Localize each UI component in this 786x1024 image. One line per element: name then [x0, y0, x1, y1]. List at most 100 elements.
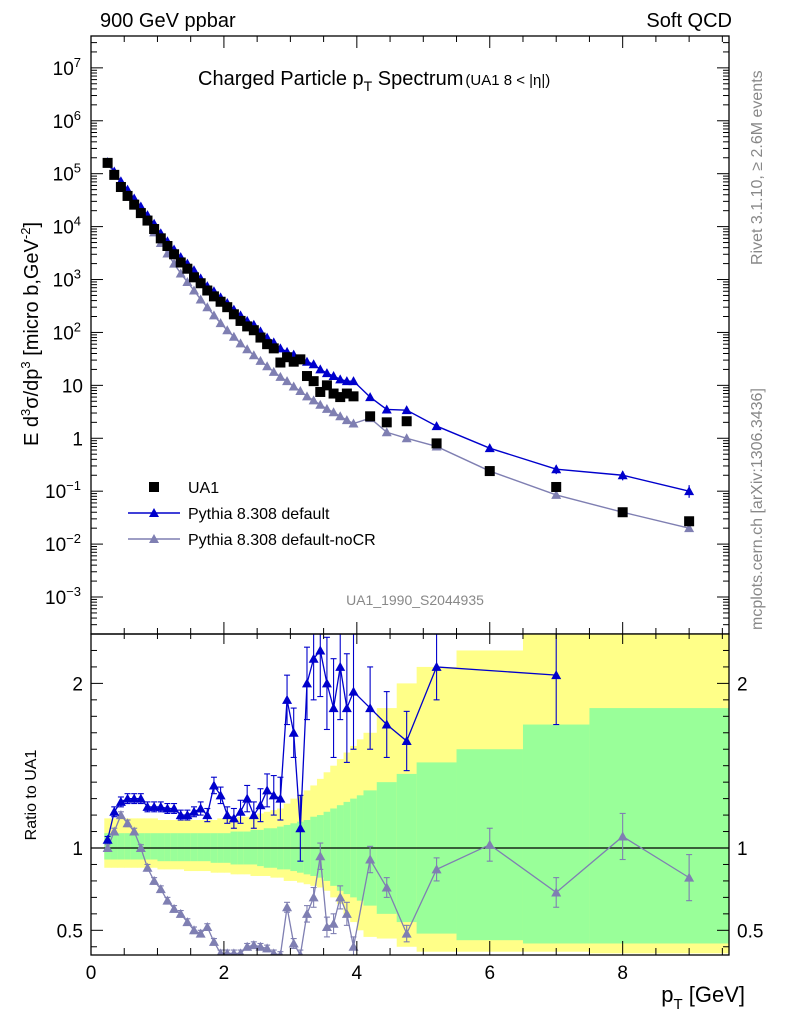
ratio-nocr-point	[401, 928, 412, 938]
nocr-point	[268, 366, 279, 376]
nocr-point	[175, 268, 186, 278]
data-point	[142, 215, 153, 226]
ratio-default-point	[348, 686, 359, 696]
x-tick-label: 8	[617, 963, 628, 984]
default-point	[341, 376, 352, 386]
y-tick-label: 103	[53, 267, 81, 292]
ratio-default-point	[135, 793, 146, 803]
ratio-default-point	[129, 793, 140, 803]
data-point	[162, 241, 173, 252]
ratio-default-point	[365, 703, 376, 713]
data-point	[115, 182, 126, 193]
x-tick-label: 4	[352, 963, 363, 984]
nocr-point	[401, 433, 412, 443]
data-point	[295, 354, 306, 365]
default-point	[617, 470, 628, 480]
ratio-default-point	[275, 793, 286, 803]
default-point	[551, 464, 562, 474]
ratio-nocr-point	[328, 918, 339, 928]
ratio-nocr-point	[169, 903, 180, 913]
data-point	[129, 199, 140, 210]
ratio-default-point	[195, 803, 206, 813]
uncertainty-band-green	[197, 833, 205, 862]
legend-label: Pythia 8.308 default	[188, 506, 330, 523]
uncertainty-band-green	[170, 833, 178, 862]
data-point	[242, 321, 253, 332]
ratio-plot-area	[91, 634, 729, 955]
ratio-nocr-point	[270, 948, 278, 955]
data-point	[431, 438, 442, 449]
ratio-default-point	[328, 703, 339, 713]
ratio-default-point	[228, 813, 239, 823]
uncertainty-band-green	[330, 808, 338, 886]
ratio-default-point	[341, 703, 352, 713]
data-point	[182, 263, 193, 274]
nocr-point	[348, 418, 359, 428]
default-point	[684, 486, 695, 496]
ratio-default-point	[401, 736, 412, 745]
watermark: UA1_1990_S2044935	[346, 592, 484, 608]
ratio-default-point	[235, 806, 246, 816]
ratio-default-point	[335, 661, 346, 671]
top-plot-area	[102, 157, 695, 533]
uncertainty-band-green	[157, 833, 165, 862]
chart-title: Charged Particle pT Spectrum (UA1 8 < |η|…	[198, 68, 550, 94]
ratio-frame	[90, 633, 730, 956]
ratio-y-tick-label: 0.5	[57, 921, 83, 942]
ratio-nocr-point	[288, 938, 299, 948]
data-point	[684, 516, 695, 527]
nocr-point	[308, 395, 319, 405]
nocr-point	[202, 302, 213, 312]
data-point	[275, 357, 286, 368]
legend-marker	[149, 508, 159, 517]
uncertainty-band-green	[303, 820, 311, 875]
nocr-point	[301, 391, 312, 401]
data-point	[202, 285, 213, 296]
default-point	[335, 374, 346, 384]
ratio-nocr-point	[115, 810, 126, 820]
uncertainty-band-green	[117, 833, 125, 860]
main-panel: Charged Particle pT Spectrum (UA1 8 < |η|…	[18, 35, 730, 635]
legend-label: UA1	[188, 480, 219, 497]
data-point	[262, 339, 273, 350]
ratio-nocr-point	[297, 950, 304, 955]
data-point	[341, 388, 352, 399]
ratio-nocr-point	[255, 941, 266, 951]
ratio-nocr-point	[208, 936, 219, 946]
ratio-default-point	[202, 810, 213, 820]
data-point	[235, 315, 246, 326]
ratio-default-point	[262, 785, 273, 795]
data-point	[109, 169, 120, 180]
ratio-default-point	[551, 670, 562, 680]
ratio-nocr-point	[348, 941, 359, 951]
default-point	[328, 371, 339, 381]
nocr-point	[288, 381, 299, 391]
nocr-point	[315, 399, 326, 409]
ratio-nocr-point	[617, 831, 628, 841]
ratio-default-point	[169, 803, 180, 813]
x-tick-label: 2	[219, 963, 230, 984]
data-point	[222, 302, 233, 313]
ratio-default-point	[208, 780, 219, 790]
y-tick-label: 105	[53, 161, 81, 186]
ratio-default-point	[122, 793, 133, 803]
ratio-default-point	[301, 678, 312, 688]
ratio-nocr-point	[202, 922, 213, 932]
data-point	[228, 309, 239, 320]
y-tick-label: 1	[72, 429, 83, 450]
uncertainty-band-green	[110, 833, 119, 860]
nocr-point	[341, 415, 352, 425]
nocr-point	[215, 318, 226, 328]
series-line	[107, 161, 690, 492]
nocr-point	[684, 523, 695, 533]
y-tick-label: 104	[53, 214, 81, 239]
uncertainty-band-green	[203, 833, 212, 862]
default-point	[321, 368, 332, 378]
ratio-nocr-point	[248, 940, 259, 950]
data-point	[102, 157, 113, 168]
ratio-default-point	[162, 803, 173, 813]
default-point	[308, 359, 319, 369]
uncertainty-band-green	[130, 833, 139, 860]
nocr-point	[195, 294, 206, 304]
ratio-default-point	[155, 801, 166, 811]
